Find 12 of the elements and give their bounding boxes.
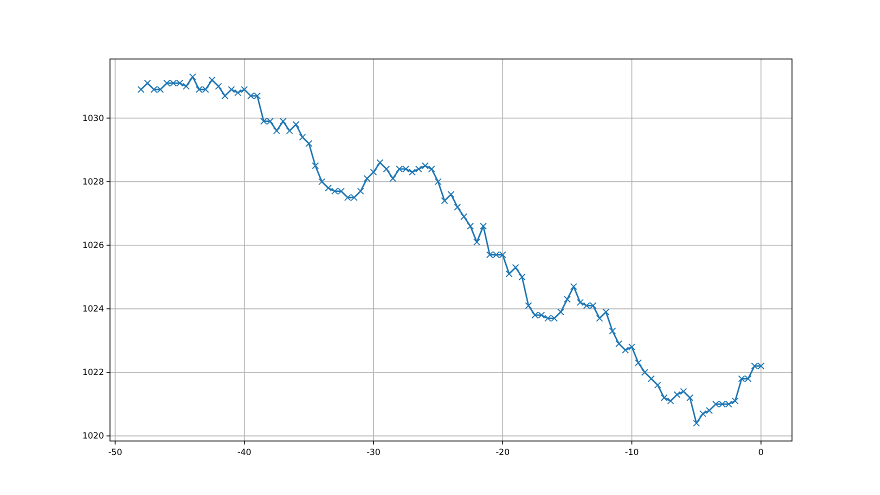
- y-tick-label: 1028: [82, 177, 104, 188]
- x-tick-label: -10: [624, 448, 639, 458]
- y-tick-label: 1020: [82, 432, 104, 442]
- x-tick-label: -40: [237, 448, 252, 458]
- x-tick-label: -30: [366, 448, 380, 458]
- y-tick-label: 1022: [82, 368, 104, 378]
- y-tick-label: 1030: [82, 114, 104, 124]
- y-tick-label: 1024: [82, 304, 104, 315]
- y-tick-label: 1026: [82, 240, 104, 251]
- x-tick-label: -50: [108, 448, 122, 458]
- x-tick-label: 0: [758, 448, 764, 458]
- x-tick-label: -20: [496, 448, 510, 458]
